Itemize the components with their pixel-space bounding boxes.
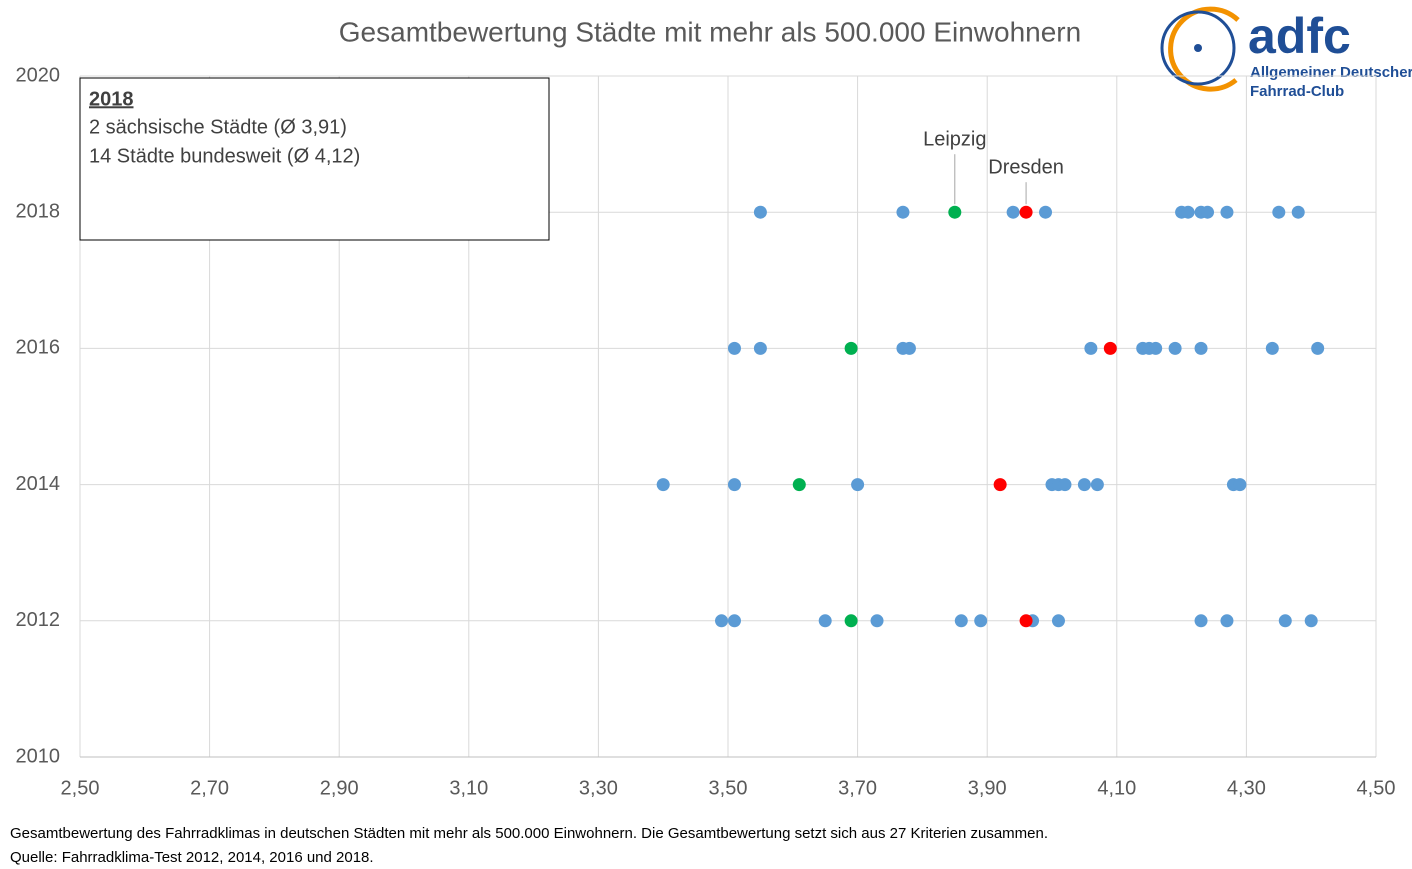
logo-arc [1168,6,1240,92]
point [974,614,988,628]
logo-dot [1194,44,1202,52]
point [1233,478,1247,492]
annotation: Leipzig [923,128,986,150]
y-tick-label: 2018 [16,200,61,222]
point [715,614,729,628]
point [1039,205,1053,219]
point [753,341,767,355]
point [870,614,884,628]
chart-title: Gesamtbewertung Städte mit mehr als 500.… [339,16,1081,47]
logo-ring [1160,10,1236,86]
point [993,478,1007,492]
logo-line: Fahrrad-Club [1250,83,1344,100]
point [844,341,858,355]
point [1181,205,1195,219]
point [727,614,741,628]
footnote: Quelle: Fahrradklima-Test 2012, 2014, 20… [10,849,374,866]
point [896,205,910,219]
info-box-line: 2 sächsische Städte (Ø 3,91) [89,116,347,138]
point [1194,614,1208,628]
x-tick-label: 4,30 [1227,777,1266,799]
point [1194,341,1208,355]
point [1090,478,1104,492]
point [954,614,968,628]
x-tick-label: 2,50 [61,777,100,799]
logo-line: Allgemeiner Deutscher [1250,64,1412,81]
point [851,478,865,492]
point [1291,205,1305,219]
point [1084,341,1098,355]
x-tick-label: 4,50 [1357,777,1396,799]
point [753,205,767,219]
point [727,478,741,492]
point [1058,478,1072,492]
y-tick-label: 2014 [16,473,61,495]
y-tick-label: 2020 [16,64,61,86]
point [1272,205,1286,219]
x-tick-label: 2,90 [320,777,359,799]
x-tick-label: 3,70 [838,777,877,799]
point [844,614,858,628]
point [1311,341,1325,355]
point [1077,478,1091,492]
annotation: Dresden [988,156,1064,178]
point [1006,205,1020,219]
point [1019,205,1033,219]
x-tick-label: 3,30 [579,777,618,799]
point [1168,341,1182,355]
plot-area: 2,50 2,70 2,90 3,10 3,30 3,50 3,70 3,90 4,10 4,30… [16,64,1396,799]
point [902,341,916,355]
x-tick-label: 2,70 [190,777,229,799]
point [1220,205,1234,219]
x-tick-label: 3,90 [968,777,1007,799]
point [1220,614,1234,628]
info-box-line: 14 Städte bundesweit (Ø 4,12) [89,145,360,167]
point [1149,341,1163,355]
point [818,614,832,628]
x-tick-label: 3,10 [449,777,488,799]
point [948,205,962,219]
point [1304,614,1318,628]
point [1051,614,1065,628]
point [792,478,806,492]
y-tick-label: 2010 [16,745,61,767]
y-tick-label: 2016 [16,337,61,359]
point [1278,614,1292,628]
logo-name: adfc [1248,8,1351,64]
footnote: Gesamtbewertung des Fahrradklimas in deu… [10,825,1048,842]
point [656,478,670,492]
info-box [79,77,550,241]
info-box-title: 2018 [89,88,134,110]
x-tick-label: 3,50 [709,777,748,799]
point [727,341,741,355]
point [1201,205,1215,219]
point [1265,341,1279,355]
logo: adfc Allgemeiner Deutscher Fahrrad-Club [1160,6,1412,100]
x-tick-label: 4,10 [1097,777,1136,799]
point [1019,614,1033,628]
point [1103,341,1117,355]
y-tick-label: 2012 [16,609,61,631]
